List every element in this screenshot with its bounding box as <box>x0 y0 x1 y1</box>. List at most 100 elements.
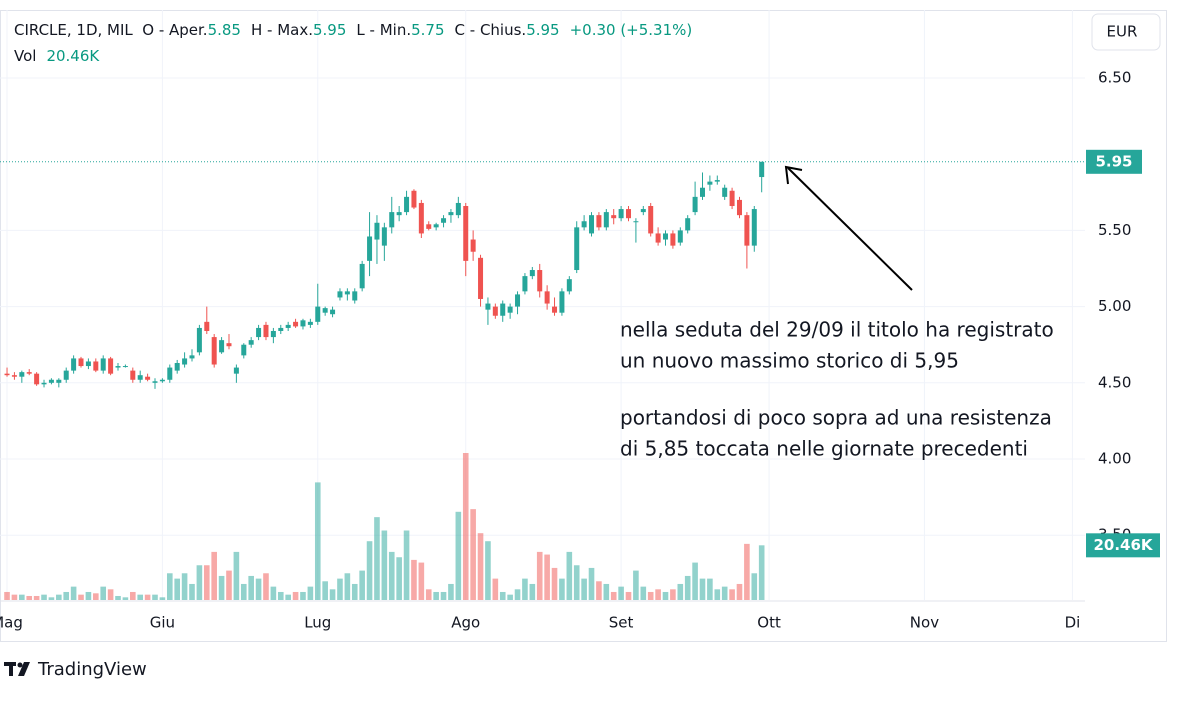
volume-bar <box>107 589 114 600</box>
low-label: L - Min. <box>356 21 411 39</box>
overlay: CIRCLE, 1D, MIL O - Aper.5.85 H - Max. 5.95… <box>4 13 1161 680</box>
x-tick-label: Lug <box>304 614 331 632</box>
volume-bar <box>189 583 195 600</box>
volume-bar <box>19 594 25 600</box>
candle-body <box>515 294 521 307</box>
volume-bar <box>485 541 491 600</box>
volume-bar <box>707 578 713 600</box>
candle-body <box>278 327 284 331</box>
volume-bar <box>677 583 684 600</box>
volume-bar <box>78 594 84 600</box>
volume-bar <box>433 591 439 600</box>
candle-body <box>759 161 765 178</box>
volume-bar <box>462 453 469 600</box>
candle-body <box>492 306 498 316</box>
candle-body <box>285 324 291 328</box>
volume-title: Vol <box>14 47 36 65</box>
candle-body <box>507 306 513 313</box>
chart-frame <box>0 10 1167 642</box>
candle-body <box>196 327 202 353</box>
currency-button[interactable] <box>1091 13 1161 51</box>
volume-bar <box>640 586 647 600</box>
candle-body <box>93 361 99 371</box>
volume-bar <box>603 583 610 600</box>
candle-body <box>736 199 742 216</box>
open-value: 5.85 <box>208 21 241 39</box>
volume-bar <box>307 586 314 600</box>
volume-bar <box>692 562 698 600</box>
volume-bar <box>455 511 462 600</box>
volume-bar <box>374 517 380 600</box>
y-tick-label: 6.50 <box>1098 68 1131 86</box>
annotation: portandosi di poco sopra ad una resisten… <box>620 406 1052 430</box>
x-tick-label: Giu <box>150 614 175 632</box>
volume-bar <box>344 573 351 600</box>
candle-body <box>256 327 262 338</box>
volume-bar <box>359 570 365 600</box>
brand-logo <box>4 662 30 676</box>
candle-body <box>692 196 698 213</box>
volume-bar <box>285 594 291 600</box>
high-label: H - Max. <box>251 21 313 39</box>
currency[interactable]: EUR <box>1107 23 1138 41</box>
candle-body <box>485 303 491 310</box>
candle-body <box>337 291 343 298</box>
volume-bar <box>63 591 70 600</box>
volume-bar <box>596 581 602 600</box>
volume-bar <box>26 595 33 600</box>
volume-bar <box>411 559 417 600</box>
marks <box>4 161 765 600</box>
candle-body <box>226 343 232 347</box>
candle-body <box>322 308 328 313</box>
price-label: 5.95 <box>1095 152 1132 170</box>
open-label: O - Aper. <box>142 21 207 39</box>
volume-bar <box>418 562 425 600</box>
volume-bar <box>240 583 247 600</box>
volume-bar <box>211 551 217 600</box>
volume-bar <box>729 589 735 600</box>
candle-body <box>270 330 276 338</box>
close-value: 5.95 <box>526 21 559 39</box>
volume-bar <box>744 543 750 600</box>
volume-bar <box>233 551 240 600</box>
annotation: di 5,85 toccata nelle giornate precedent… <box>620 437 1028 461</box>
candle-body <box>182 358 188 365</box>
volume-bar <box>751 573 758 600</box>
candle-body <box>248 340 254 345</box>
symbol: CIRCLE, 1D, MIL <box>14 21 133 39</box>
candle-body <box>566 279 572 292</box>
candle-body <box>56 379 62 383</box>
candle-body <box>330 309 336 315</box>
candle-body <box>108 358 114 374</box>
volume-bar <box>366 541 373 600</box>
candle-body <box>544 291 550 304</box>
candle-body <box>359 263 365 289</box>
volume-bar <box>440 591 447 600</box>
candle-body <box>441 218 447 223</box>
x-tick-label: Ago <box>451 614 480 632</box>
candle-body <box>374 222 380 240</box>
candle-body <box>470 239 476 252</box>
volume-bar <box>625 591 632 600</box>
volume-bar <box>721 586 728 600</box>
candle-body <box>145 376 151 380</box>
volume-bar <box>388 551 395 600</box>
y-tick-label: 5.50 <box>1098 221 1131 239</box>
volume-bar <box>581 578 587 600</box>
volume-bar <box>699 578 706 600</box>
candle-body <box>744 215 750 246</box>
candle-body <box>174 362 180 371</box>
close-label: C - Chius. <box>455 21 527 39</box>
volume-bar <box>137 594 144 600</box>
volume-bar <box>93 593 99 600</box>
candle-body <box>344 291 350 295</box>
candle-body <box>729 190 735 207</box>
candle-body <box>677 230 683 243</box>
candle-body <box>352 291 358 301</box>
volume-bar <box>115 595 121 600</box>
candle-body <box>707 181 713 185</box>
volume-bar <box>181 573 188 600</box>
volume-bar <box>152 594 158 600</box>
volume-bar <box>477 533 484 600</box>
candle-body <box>4 373 10 376</box>
